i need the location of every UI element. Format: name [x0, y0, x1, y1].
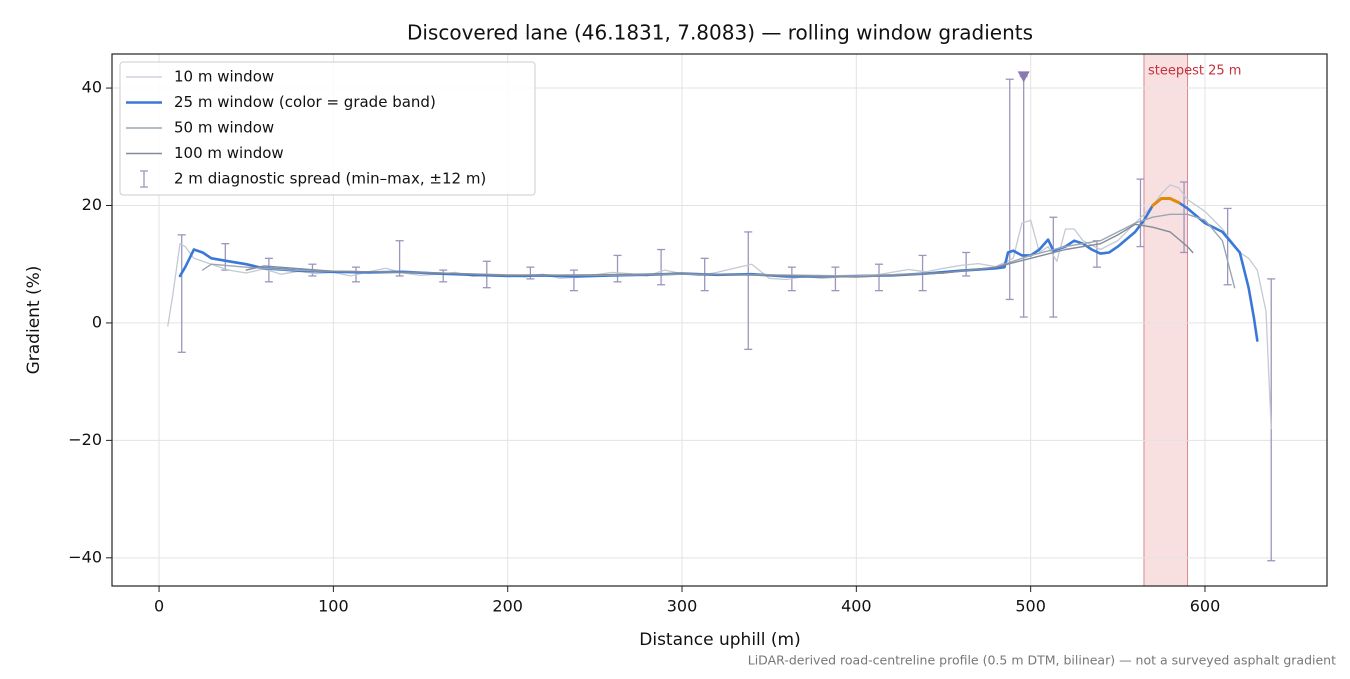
grade-band-line: [1151, 197, 1181, 207]
y-tick-label: −40: [68, 547, 102, 566]
y-axis-label: Gradient (%): [24, 266, 44, 375]
series-line: [167, 184, 1272, 430]
legend-label: 25 m window (color = grade band): [174, 93, 436, 111]
y-tick-label: 40: [82, 78, 102, 97]
legend-label: 100 m window: [174, 144, 284, 162]
x-tick-label: 500: [1015, 597, 1046, 616]
plot-frame: [111, 53, 1328, 587]
x-tick-label: 300: [667, 597, 698, 616]
legend-label: 50 m window: [174, 119, 274, 137]
span-label: steepest 25 m: [1148, 64, 1241, 79]
x-tick-label: 0: [154, 597, 164, 616]
legend-label: 2 m diagnostic spread (min–max, ±12 m): [174, 170, 486, 188]
x-tick-label: 400: [841, 597, 872, 616]
x-tick-label: 100: [318, 597, 349, 616]
legend-label: 10 m window: [174, 68, 274, 86]
footnote: LiDAR-derived road-centreline profile (0…: [748, 653, 1336, 668]
highlight-span: [1143, 54, 1189, 586]
series-line: [245, 223, 1194, 278]
chart-title: Discovered lane (46.1831, 7.8083) — roll…: [407, 21, 1033, 45]
marker: [1017, 71, 1030, 83]
y-tick-label: 0: [92, 312, 102, 331]
y-tick-label: 20: [82, 195, 102, 214]
y-tick-label: −20: [68, 430, 102, 449]
x-tick-label: 200: [492, 597, 523, 616]
x-axis-label: Distance uphill (m): [639, 630, 800, 650]
legend-box: [119, 61, 536, 196]
x-tick-label: 600: [1190, 597, 1221, 616]
